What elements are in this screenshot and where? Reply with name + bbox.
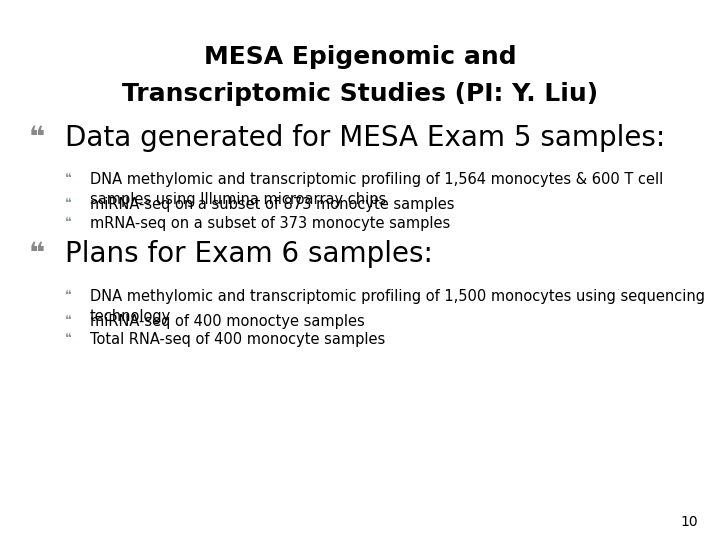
Text: ❝: ❝ bbox=[29, 124, 45, 152]
Text: Transcriptomic Studies (PI: Y. Liu): Transcriptomic Studies (PI: Y. Liu) bbox=[122, 83, 598, 106]
Text: Total RNA-seq of 400 monocyte samples: Total RNA-seq of 400 monocyte samples bbox=[90, 332, 385, 347]
Text: 10: 10 bbox=[681, 515, 698, 529]
Text: ❝: ❝ bbox=[65, 216, 71, 229]
Text: DNA methylomic and transcriptomic profiling of 1,500 monocytes using sequencing
: DNA methylomic and transcriptomic profil… bbox=[90, 289, 705, 323]
Text: ❝: ❝ bbox=[65, 197, 71, 210]
Text: ❝: ❝ bbox=[65, 332, 71, 345]
Text: ❝: ❝ bbox=[29, 240, 45, 268]
Text: DNA methylomic and transcriptomic profiling of 1,564 monocytes & 600 T cell
samp: DNA methylomic and transcriptomic profil… bbox=[90, 172, 663, 206]
Text: Data generated for MESA Exam 5 samples:: Data generated for MESA Exam 5 samples: bbox=[65, 124, 665, 152]
Text: ❝: ❝ bbox=[65, 172, 71, 185]
Text: miRNA-seq of 400 monoctye samples: miRNA-seq of 400 monoctye samples bbox=[90, 314, 365, 329]
Text: Plans for Exam 6 samples:: Plans for Exam 6 samples: bbox=[65, 240, 433, 268]
Text: miRNA-seq on a subset of 873 monocyte samples: miRNA-seq on a subset of 873 monocyte sa… bbox=[90, 197, 454, 212]
Text: ❝: ❝ bbox=[65, 289, 71, 302]
Text: ❝: ❝ bbox=[65, 314, 71, 327]
Text: MESA Epigenomic and: MESA Epigenomic and bbox=[204, 45, 516, 69]
Text: mRNA-seq on a subset of 373 monocyte samples: mRNA-seq on a subset of 373 monocyte sam… bbox=[90, 216, 450, 231]
